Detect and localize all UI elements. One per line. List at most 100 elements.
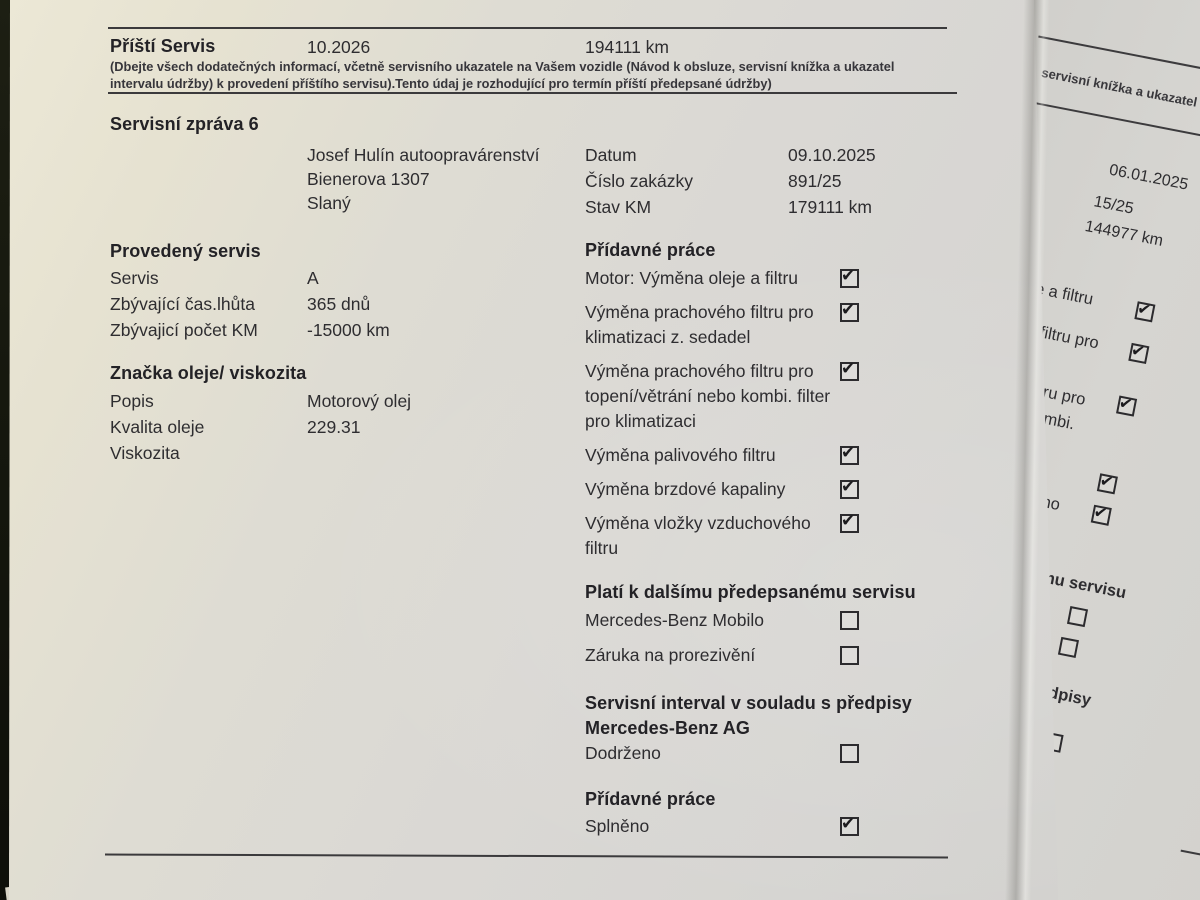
checkbox-checked-icon [1116, 395, 1138, 417]
checklist-row: Splněno [585, 814, 859, 839]
checkbox-icon [840, 814, 859, 836]
checkbox-checked-icon [1134, 301, 1156, 323]
service-row: Servis A [110, 266, 390, 292]
checkbox-checked-icon [1128, 342, 1150, 365]
checkbox-checked-icon [1090, 504, 1112, 526]
second-page-bottom-rule [1180, 849, 1200, 871]
second-page-fragment: e a filtru [1033, 279, 1095, 309]
additional-work-title: Přídavné práce [585, 240, 716, 260]
checklist-item-label: Motor: Výměna oleje a filtru [585, 268, 799, 288]
service-row-value: A [307, 268, 319, 288]
report-meta-list: Datum 09.10.2025 Číslo zakázky 891/25 Stav… [585, 143, 876, 221]
oil-row: Viskozita [110, 441, 411, 467]
oil-row-value: 229.31 [307, 417, 361, 437]
checkbox-unchecked-icon [1066, 606, 1089, 628]
second-page-fragment: dpisy [1046, 683, 1093, 710]
next-service-valid-list: Mercedes-Benz Mobilo Záruka na prorezivě… [585, 608, 859, 678]
checkbox-icon [840, 646, 859, 665]
checkbox-unchecked-icon [1057, 636, 1080, 658]
additional-work-status-list: Splněno [585, 814, 859, 848]
service-row: Zbývající čas.lhůta 365 dnů [110, 292, 390, 318]
checklist-row: Výměna brzdové kapaliny [585, 477, 859, 502]
meta-label: Datum [585, 145, 637, 165]
header-bottom-rule [108, 92, 957, 94]
next-service-valid-title: Platí k dalšímu předepsanému servisu [585, 582, 916, 602]
checkbox-icon [840, 300, 859, 322]
service-row-value: -15000 km [307, 320, 390, 340]
checkbox-checked-icon [1096, 473, 1118, 495]
second-page-fragment: filtru pro [1038, 323, 1101, 353]
checkbox-icon [840, 266, 859, 288]
interval-title: Servisní interval v souladu s předpisy M… [585, 693, 912, 738]
checklist-row: Dodrženo [585, 741, 859, 766]
additional-work-status-title: Přídavné práce [585, 789, 716, 809]
second-page-date: 06.01.2025 [1107, 161, 1190, 194]
oil-row-label: Viskozita [110, 443, 180, 463]
oil-row: Popis Motorový olej [110, 389, 411, 415]
service-row: Zbývajicí počet KM -15000 km [110, 318, 390, 344]
checkbox-icon [840, 359, 859, 381]
header-top-rule [108, 27, 947, 29]
interval-list: Dodrženo [585, 741, 859, 775]
checklist-item-label: Výměna palivového filtru [585, 445, 776, 465]
meta-value: 891/25 [788, 171, 842, 191]
checklist-row: Záruka na prorezivění [585, 643, 859, 668]
next-service-date: 10.2026 [307, 37, 371, 57]
service-row-label: Servis [110, 268, 159, 288]
checklist-row: Výměna vložky vzduchového filtru [585, 511, 859, 561]
oil-row-label: Popis [110, 391, 154, 411]
meta-value: 179111 km [788, 197, 872, 217]
workshop-name: Josef Hulín autoopravárenství [307, 145, 540, 165]
meta-value: 09.10.2025 [788, 145, 876, 165]
checklist-row: Motor: Výměna oleje a filtru [585, 266, 859, 291]
checklist-item-label: Dodrženo [585, 743, 661, 763]
checklist-row: Mercedes-Benz Mobilo [585, 608, 859, 633]
workshop-address: Josef Hulín autoopravárenství Bienerova … [307, 143, 540, 215]
next-service-title: Příští Servis [110, 36, 216, 56]
second-page-note-fragment: servisní knížka a ukazatel in [1040, 64, 1200, 113]
second-page-order-number: 15/25 [1092, 193, 1135, 218]
additional-work-list: Motor: Výměna oleje a filtru Výměna prac… [585, 266, 859, 570]
checkbox-icon [840, 477, 859, 499]
next-service-km: 194111 km [585, 37, 669, 57]
checklist-item-label: Výměna brzdové kapaliny [585, 479, 786, 499]
checklist-row: Výměna palivového filtru [585, 443, 859, 468]
service-row-value: 365 dnů [307, 294, 371, 314]
workshop-city: Slaný [307, 193, 351, 213]
checklist-row: Výměna prachového filtru pro klimatizaci… [585, 300, 859, 350]
second-page-fragment: mbi. [1041, 409, 1077, 434]
meta-label: Stav KM [585, 197, 652, 217]
page-bottom-rule [104, 853, 949, 859]
workshop-street: Bienerova 1307 [307, 169, 430, 189]
header-note: (Dbejte všech dodatečných informací, vče… [110, 59, 895, 91]
checklist-row: Výměna prachového filtru pro topení/větr… [585, 359, 859, 434]
performed-service-title: Provedený servis [110, 241, 261, 261]
meta-row: Stav KM 179111 km [585, 195, 876, 221]
service-row-label: Zbývajicí počet KM [110, 320, 258, 340]
checklist-item-label: Výměna prachového filtru pro topení/větr… [585, 361, 831, 431]
checklist-item-label: Výměna prachového filtru pro klimatizaci… [585, 302, 814, 347]
checklist-item-label: Splněno [585, 816, 650, 836]
oil-title: Značka oleje/ viskozita [110, 363, 307, 383]
oil-row-label: Kvalita oleje [110, 417, 205, 437]
checklist-item-label: Výměna vložky vzduchového filtru [585, 513, 811, 558]
oil-list: Popis Motorový olej Kvalita oleje 229.31 V… [110, 389, 411, 467]
meta-row: Datum 09.10.2025 [585, 143, 876, 169]
performed-service-list: Servis A Zbývající čas.lhůta 365 dnů Zbýva… [110, 266, 390, 344]
checkbox-icon [840, 611, 859, 630]
checklist-item-label: Mercedes-Benz Mobilo [585, 610, 764, 630]
second-page-fragment: mu servisu [1038, 567, 1128, 603]
checkbox-icon [840, 744, 859, 763]
service-row-label: Zbývající čas.lhůta [110, 294, 255, 314]
checklist-item-label: Záruka na prorezivění [585, 645, 756, 665]
second-page-km: 144977 km [1083, 218, 1165, 250]
meta-label: Číslo zakázky [585, 171, 693, 191]
checkbox-icon [840, 443, 859, 465]
meta-row: Číslo zakázky 891/25 [585, 169, 876, 195]
oil-row: Kvalita oleje 229.31 [110, 415, 411, 441]
report-title: Servisní zpráva 6 [110, 114, 259, 134]
oil-row-value: Motorový olej [307, 391, 412, 411]
checkbox-icon [840, 511, 859, 533]
